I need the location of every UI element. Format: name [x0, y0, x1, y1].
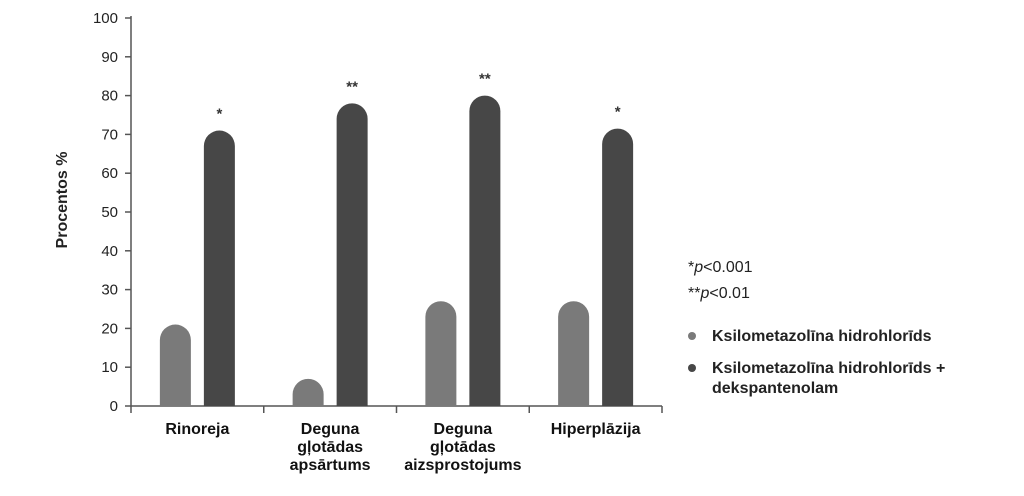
significance-marker: **	[346, 78, 358, 95]
legend-marker	[688, 332, 696, 340]
x-category-label: Deguna gļotādas apsārtums	[290, 421, 371, 474]
y-axis-title: Procentos %	[54, 152, 71, 249]
y-axis: 0 10 20 30 40 50 60 70 80 90 100	[93, 10, 132, 415]
x-axis: Rinoreja Deguna gļotādas apsārtums Deguna gļo…	[130, 405, 663, 474]
y-tick-label: 30	[101, 282, 118, 299]
legend: Ksilometazolīna hidrohlorīds Ksilometazol…	[688, 328, 945, 397]
bar	[469, 95, 501, 406]
bar	[336, 103, 368, 407]
y-tick-label: 10	[101, 359, 118, 376]
bar	[292, 378, 324, 406]
bar	[159, 324, 191, 406]
bar	[203, 130, 235, 406]
y-tick-label: 20	[101, 320, 118, 337]
y-tick-label: 100	[93, 10, 118, 27]
y-tick-label: 60	[101, 165, 118, 182]
x-category-label: Hiperplāzija	[551, 421, 641, 438]
significance-note: *p<0.001	[688, 259, 753, 276]
bar	[602, 128, 634, 406]
y-tick-label: 90	[101, 49, 118, 66]
y-tick-label: 0	[110, 398, 118, 415]
bars	[159, 95, 634, 407]
x-category-label: Deguna gļotādas aizsprostojums	[404, 421, 521, 474]
bar	[425, 301, 457, 406]
x-category-label: Rinoreja	[165, 421, 229, 438]
y-tick-label: 70	[101, 126, 118, 143]
significance-markers: *** ***	[216, 71, 620, 123]
significance-marker: *	[615, 104, 621, 121]
significance-marker: **	[479, 71, 491, 88]
bar	[558, 301, 590, 406]
significance-notes: *p<0.001 **p<0.01	[688, 259, 753, 302]
significance-marker: *	[216, 106, 222, 123]
legend-marker	[688, 364, 696, 372]
y-tick-label: 40	[101, 243, 118, 260]
legend-label: Ksilometazolīna hidrohlorīds	[712, 328, 932, 345]
y-tick-label: 50	[101, 204, 118, 221]
legend-label: Ksilometazolīna hidrohlorīds + dekspanten…	[712, 360, 945, 397]
y-tick-label: 80	[101, 88, 118, 105]
significance-note: **p<0.01	[688, 285, 750, 302]
